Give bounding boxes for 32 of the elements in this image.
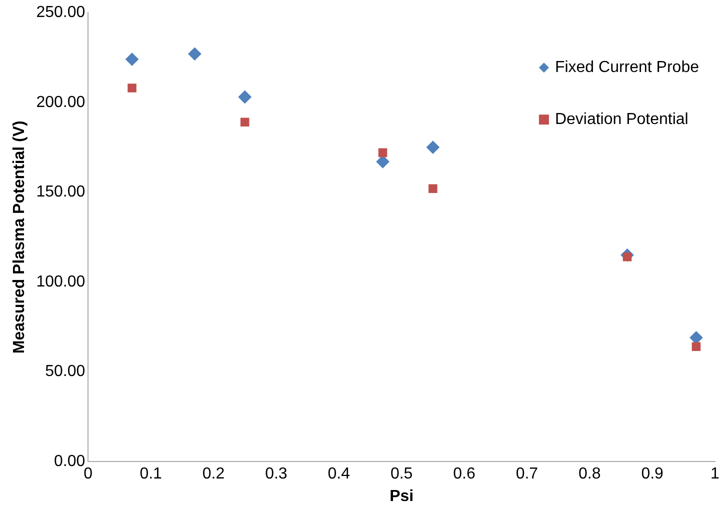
point — [378, 148, 388, 158]
legend-label: Deviation Potential — [554, 111, 688, 128]
y-tick-label: 100.00 — [36, 273, 86, 290]
point — [126, 52, 139, 66]
y-axis-title: Measured Plasma Potential (V) — [11, 120, 28, 354]
y-tick-label: 200.00 — [36, 94, 86, 111]
x-tick-label: 0.6 — [453, 466, 476, 483]
x-tick-label: 0.5 — [390, 466, 413, 483]
x-tick-label: 0.2 — [202, 466, 225, 483]
legend-label: Fixed Current Probe — [554, 59, 700, 76]
point — [128, 84, 136, 92]
y-tick-label: 50.00 — [45, 363, 86, 380]
x-tick-label: 0.3 — [265, 466, 288, 483]
x-tick-label: 0 — [84, 466, 93, 483]
point — [240, 118, 250, 127]
point — [238, 90, 252, 104]
y-tick-label: 0.00 — [54, 453, 86, 470]
point — [428, 184, 438, 193]
x-tick-label: 1 — [710, 466, 720, 483]
x-tick-label: 0.8 — [578, 466, 601, 483]
y-tick-label: 250.00 — [36, 4, 86, 22]
x-tick-label: 0.1 — [140, 466, 162, 483]
x-axis-title: Psi — [390, 488, 414, 505]
point — [692, 342, 701, 352]
x-tick-label: 0.7 — [516, 466, 538, 483]
point — [188, 47, 202, 60]
point — [426, 140, 440, 154]
point — [376, 155, 390, 168]
x-tick-label: 0.9 — [641, 466, 664, 483]
y-tick-label: 150.00 — [36, 184, 86, 201]
x-tick-label: 0.4 — [328, 466, 350, 483]
point — [690, 331, 703, 344]
